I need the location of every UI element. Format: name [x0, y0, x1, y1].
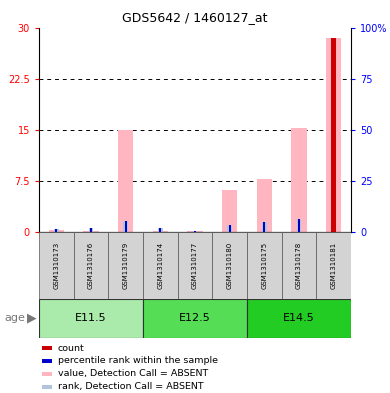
- Bar: [326, 38, 342, 232]
- Bar: [74, 232, 108, 299]
- Bar: [194, 231, 196, 232]
- Bar: [178, 232, 212, 299]
- Title: GDS5642 / 1460127_at: GDS5642 / 1460127_at: [122, 11, 268, 24]
- Bar: [42, 346, 52, 350]
- Bar: [90, 228, 92, 232]
- Text: GSM1310181: GSM1310181: [331, 242, 337, 289]
- Bar: [298, 219, 300, 232]
- Bar: [143, 299, 247, 338]
- Text: GSM1310178: GSM1310178: [296, 242, 302, 289]
- Bar: [296, 219, 301, 232]
- Text: GSM1310180: GSM1310180: [227, 242, 233, 289]
- Bar: [316, 232, 351, 299]
- Bar: [118, 130, 133, 232]
- Text: GSM1310176: GSM1310176: [88, 242, 94, 289]
- Bar: [331, 38, 336, 232]
- Text: rank, Detection Call = ABSENT: rank, Detection Call = ABSENT: [58, 382, 203, 391]
- Text: count: count: [58, 343, 85, 353]
- Text: GSM1310177: GSM1310177: [192, 242, 198, 289]
- Bar: [187, 231, 203, 232]
- Bar: [291, 129, 307, 232]
- Bar: [262, 222, 267, 232]
- Bar: [263, 222, 265, 232]
- Bar: [125, 220, 127, 232]
- Bar: [42, 359, 52, 363]
- Text: age: age: [4, 313, 25, 323]
- Bar: [158, 228, 163, 232]
- Bar: [42, 372, 52, 376]
- Bar: [229, 225, 231, 232]
- Bar: [247, 232, 282, 299]
- Bar: [247, 299, 351, 338]
- Bar: [333, 218, 335, 232]
- Text: GSM1310179: GSM1310179: [123, 242, 129, 289]
- Bar: [143, 232, 178, 299]
- Bar: [282, 232, 316, 299]
- Bar: [212, 232, 247, 299]
- Text: percentile rank within the sample: percentile rank within the sample: [58, 356, 218, 365]
- Bar: [48, 230, 64, 232]
- Bar: [55, 229, 57, 232]
- Bar: [159, 228, 161, 232]
- Text: GSM1310173: GSM1310173: [53, 242, 59, 289]
- Bar: [123, 220, 128, 232]
- Bar: [227, 225, 232, 232]
- Bar: [152, 231, 168, 232]
- Text: GSM1310174: GSM1310174: [157, 242, 163, 289]
- Bar: [54, 229, 59, 232]
- Bar: [193, 231, 197, 232]
- Bar: [222, 190, 238, 232]
- Text: GSM1310175: GSM1310175: [261, 242, 267, 289]
- Bar: [331, 218, 336, 232]
- Bar: [89, 228, 94, 232]
- Bar: [42, 385, 52, 389]
- Bar: [39, 232, 74, 299]
- Text: ▶: ▶: [27, 312, 36, 325]
- Bar: [39, 299, 143, 338]
- Text: E11.5: E11.5: [75, 313, 107, 323]
- Bar: [108, 232, 143, 299]
- Bar: [257, 179, 272, 232]
- Text: E12.5: E12.5: [179, 313, 211, 323]
- Bar: [83, 231, 99, 232]
- Text: E14.5: E14.5: [283, 313, 315, 323]
- Text: value, Detection Call = ABSENT: value, Detection Call = ABSENT: [58, 369, 208, 378]
